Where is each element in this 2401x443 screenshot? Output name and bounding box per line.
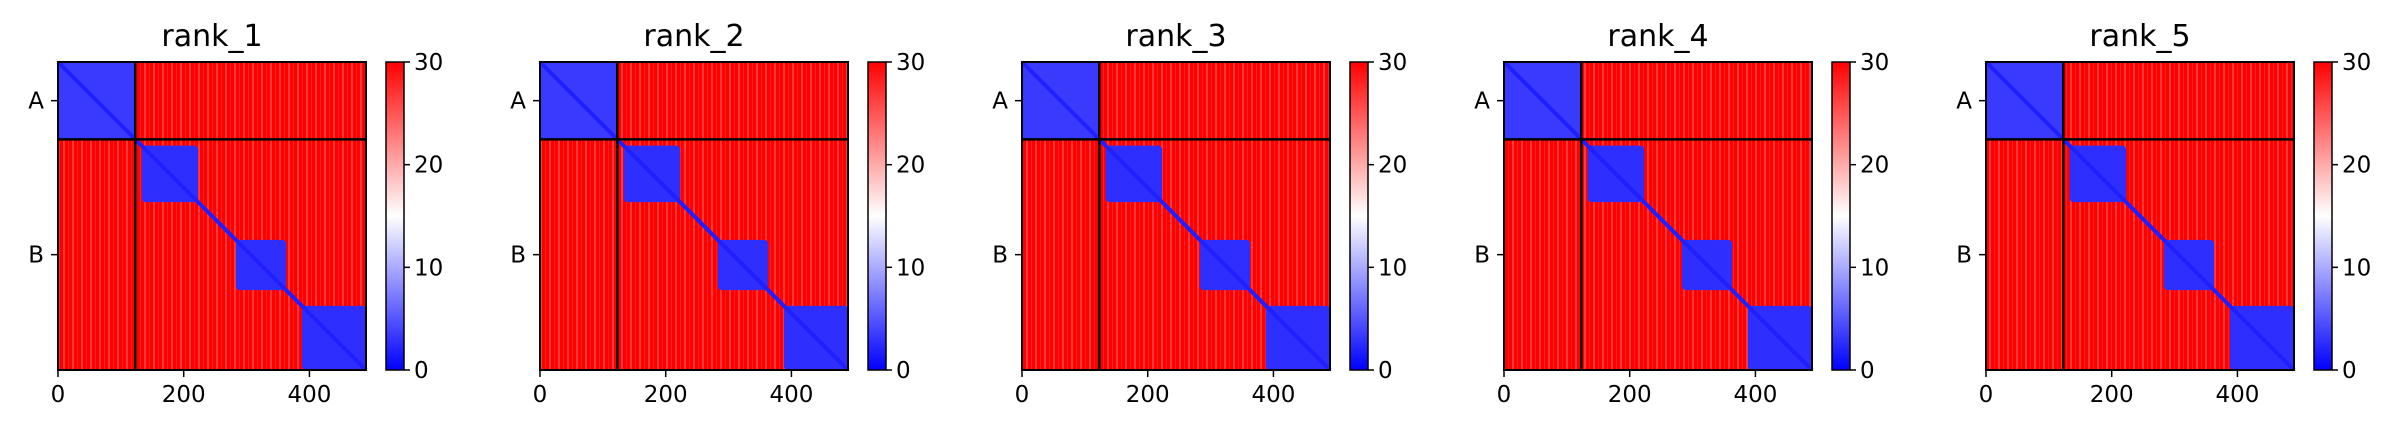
y-tick-label: B <box>28 243 44 269</box>
y-tick-label: A <box>1474 89 1490 115</box>
y-tick-label: B <box>1474 243 1490 269</box>
plot-area <box>1021 61 1331 371</box>
x-tick-label: 0 <box>1979 382 1994 408</box>
colorbar-tick-label: 10 <box>414 255 443 281</box>
y-tick-label: A <box>28 89 44 115</box>
x-tick-label: 400 <box>1733 382 1777 408</box>
panel-title: rank_2 <box>643 19 744 54</box>
colorbar-tick-label: 20 <box>414 153 443 179</box>
colorbar-tick-label: 30 <box>2342 50 2371 76</box>
colorbar-tick-label: 20 <box>1860 153 1889 179</box>
plot-area <box>1503 61 1813 371</box>
heatmap-diagonal <box>1502 60 1814 372</box>
y-tick-label: B <box>992 243 1008 269</box>
y-tick-label: B <box>510 243 526 269</box>
colorbar-tick-label: 0 <box>414 358 429 384</box>
heatmap-panel-4: rank_4 0 200 400 A B 0 10 20 30 <box>1474 19 1889 408</box>
colorbar <box>1831 61 1851 371</box>
heatmap-panel-2: rank_2 0 200 400 A B 0 10 20 30 <box>510 19 925 408</box>
heatmap-panel-5: rank_5 0 200 400 A B 0 10 20 30 <box>1956 19 2371 408</box>
x-tick-label: 400 <box>769 382 813 408</box>
colorbar-tick-label: 0 <box>896 358 911 384</box>
x-tick-label: 400 <box>1251 382 1295 408</box>
y-tick-label: B <box>1956 243 1972 269</box>
x-tick-label: 0 <box>1497 382 1512 408</box>
colorbar-tick-label: 20 <box>896 153 925 179</box>
colorbar <box>1349 61 1369 371</box>
x-tick-label: 200 <box>2090 382 2134 408</box>
colorbar-tick-label: 30 <box>896 50 925 76</box>
heatmap-diagonal <box>538 60 850 372</box>
colorbar <box>2313 61 2333 371</box>
colorbar-tick-label: 30 <box>1378 50 1407 76</box>
x-tick-label: 200 <box>162 382 206 408</box>
x-tick-label: 200 <box>644 382 688 408</box>
colorbar-tick-label: 0 <box>2342 358 2357 384</box>
panel-title: rank_1 <box>161 19 262 54</box>
colorbar <box>867 61 887 371</box>
colorbar-tick-label: 10 <box>2342 255 2371 281</box>
plot-area <box>539 61 849 371</box>
colorbar-tick-label: 10 <box>1860 255 1889 281</box>
y-tick-label: A <box>510 89 526 115</box>
heatmap-panel-1: rank_1 0 200 400 A B 0 10 20 30 <box>28 19 443 408</box>
x-tick-label: 200 <box>1608 382 1652 408</box>
y-tick-label: A <box>992 89 1008 115</box>
heatmap-diagonal <box>1984 60 2296 372</box>
heatmap-diagonal <box>1020 60 1332 372</box>
colorbar <box>385 61 405 371</box>
panel-title: rank_4 <box>1607 19 1708 54</box>
colorbar-tick-label: 0 <box>1860 358 1875 384</box>
heatmap-panel-3: rank_3 0 200 400 A B 0 10 20 30 <box>992 19 1407 408</box>
panel-title: rank_3 <box>1125 19 1226 54</box>
colorbar-tick-label: 10 <box>1378 255 1407 281</box>
colorbar-tick-label: 20 <box>2342 153 2371 179</box>
colorbar-tick-label: 10 <box>896 255 925 281</box>
plot-area <box>1985 61 2295 371</box>
panel-title: rank_5 <box>2089 19 2190 54</box>
x-tick-label: 0 <box>1015 382 1030 408</box>
colorbar-tick-label: 0 <box>1378 358 1393 384</box>
x-tick-label: 0 <box>533 382 548 408</box>
y-tick-label: A <box>1956 89 1972 115</box>
x-tick-label: 400 <box>287 382 331 408</box>
colorbar-tick-label: 30 <box>1860 50 1889 76</box>
plot-area <box>57 61 367 371</box>
heatmap-diagonal <box>56 60 368 372</box>
colorbar-tick-label: 20 <box>1378 153 1407 179</box>
x-tick-label: 400 <box>2215 382 2259 408</box>
x-tick-label: 200 <box>1126 382 1170 408</box>
x-tick-label: 0 <box>51 382 66 408</box>
colorbar-tick-label: 30 <box>414 50 443 76</box>
